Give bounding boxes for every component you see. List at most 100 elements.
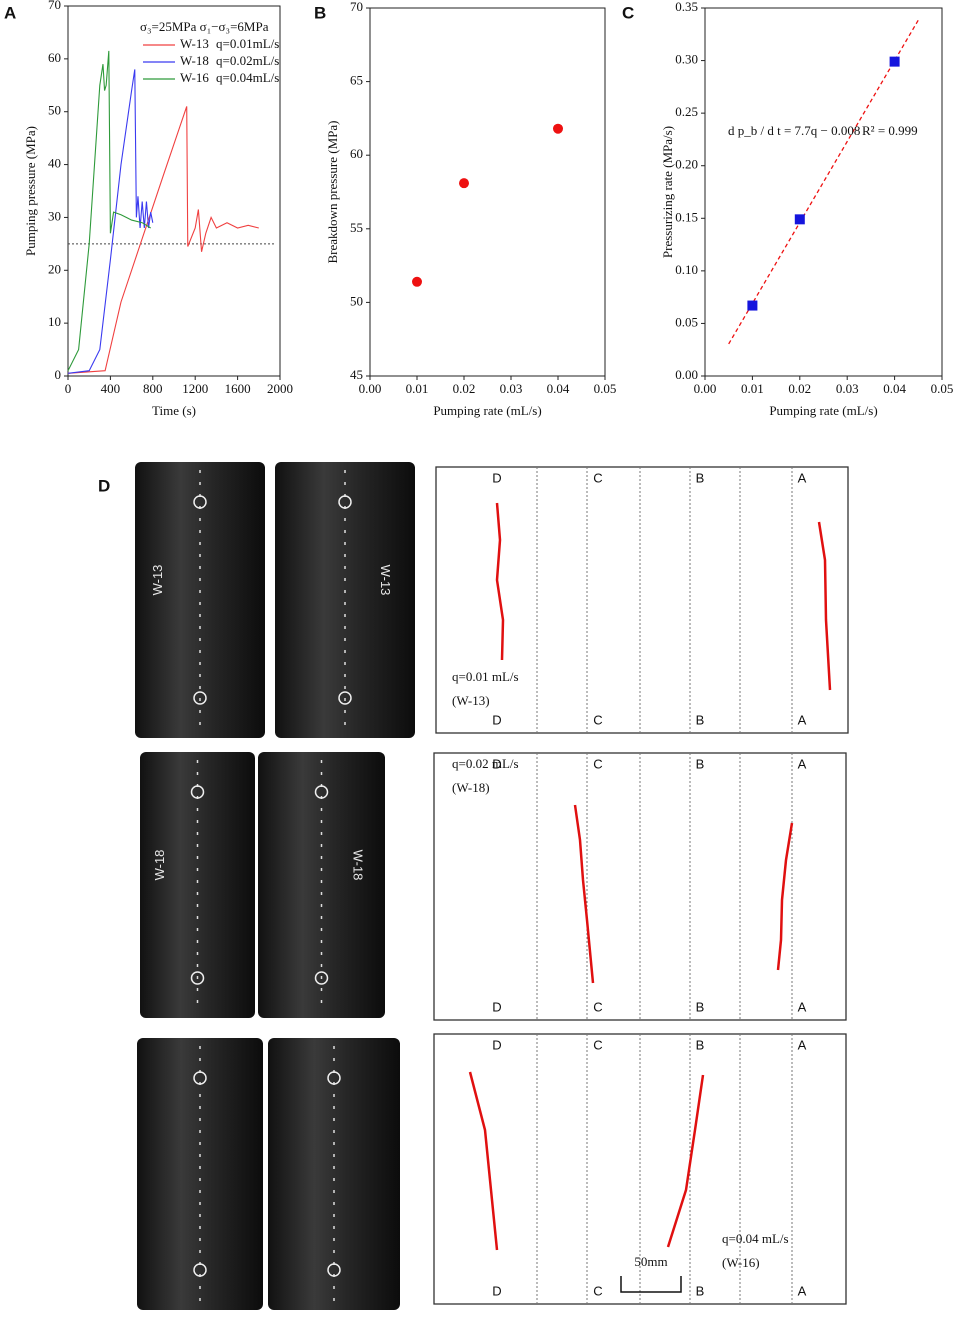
line-series [67, 106, 259, 374]
r-squared: R² = 0.999 [862, 123, 918, 138]
x-axis-label: Pumping rate (mL/s) [769, 403, 877, 418]
x-tick-label: 0.01 [741, 381, 764, 396]
side-label: A [798, 712, 807, 727]
panel-label: B [314, 3, 326, 22]
y-tick-label: 0.35 [675, 0, 698, 14]
y-axis-label: Pumping pressure (MPa) [23, 126, 38, 256]
photo-marking [193, 495, 207, 509]
fracture [666, 1074, 705, 1248]
side-label: D [492, 999, 501, 1014]
sample-label: (W-16) [722, 1255, 760, 1270]
x-axis-label: Time (s) [152, 403, 196, 418]
rate-label: q=0.02 mL/s [452, 756, 519, 771]
rate-label: q=0.01 mL/s [452, 669, 519, 684]
line-series [67, 69, 154, 374]
x-tick-label: 0.04 [547, 381, 570, 396]
y-tick-label: 50 [350, 293, 363, 308]
sample-photo [275, 462, 415, 738]
x-tick-label: 0.01 [406, 381, 429, 396]
y-tick-label: 50 [48, 103, 61, 118]
x-tick-label: 1200 [182, 381, 208, 396]
side-label: C [593, 999, 602, 1014]
side-label: A [798, 999, 807, 1014]
sample-label: (W-13) [452, 693, 490, 708]
x-tick-label: 0.03 [836, 381, 859, 396]
y-tick-label: 60 [48, 50, 61, 65]
photo-marking [190, 785, 205, 799]
photo-label: W-13 [150, 565, 165, 596]
y-tick-label: 70 [350, 0, 363, 14]
x-tick-label: 0.02 [788, 381, 811, 396]
side-label: D [492, 1283, 501, 1298]
sample-label: (W-18) [452, 780, 490, 795]
rate-label: q=0.04 mL/s [722, 1231, 789, 1246]
photo-marking [314, 971, 329, 985]
scale-bar [620, 1276, 682, 1293]
photo-marking [327, 1263, 341, 1277]
y-tick-label: 45 [350, 367, 363, 382]
photo-marking [193, 691, 207, 705]
photo-marking [193, 1071, 207, 1085]
plot-frame [369, 7, 606, 377]
y-tick-label: 70 [48, 0, 61, 12]
side-label: C [593, 1037, 602, 1052]
x-tick-label: 0 [65, 381, 72, 396]
x-tick-label: 0.05 [931, 381, 954, 396]
x-tick-label: 2000 [267, 381, 293, 396]
fracture [817, 521, 832, 691]
point [412, 276, 422, 287]
unfold-frame [435, 466, 849, 734]
x-tick-label: 0.03 [500, 381, 523, 396]
side-label: A [798, 756, 807, 771]
photo-marking [193, 1263, 207, 1277]
point [553, 123, 563, 134]
x-axis-label: Pumping rate (mL/s) [433, 403, 541, 418]
side-label: B [696, 1283, 705, 1298]
fit-line [728, 19, 919, 345]
photo-marking [314, 785, 329, 799]
y-tick-label: 65 [350, 73, 363, 88]
side-label: B [696, 1037, 705, 1052]
fracture [776, 822, 794, 971]
y-tick-label: 20 [48, 261, 61, 276]
side-label: C [593, 756, 602, 771]
fracture [573, 804, 595, 984]
plot-frame [67, 5, 281, 377]
side-label: B [696, 470, 705, 485]
side-label: B [696, 999, 705, 1014]
y-tick-label: 55 [350, 220, 363, 235]
y-axis-label: Pressurizing rate (MPa/s) [660, 126, 675, 258]
y-tick-label: 40 [48, 156, 61, 171]
side-label: D [492, 712, 501, 727]
point [889, 56, 900, 67]
legend-title: σ₃=25MPa σ₁−σ₃=6MPa [140, 19, 269, 34]
legend-label: q=0.04mL/s [216, 70, 279, 85]
x-tick-label: 400 [101, 381, 121, 396]
side-label: D [492, 756, 501, 771]
side-label: C [593, 1283, 602, 1298]
x-tick-label: 0.04 [883, 381, 906, 396]
x-tick-label: 0.00 [694, 381, 717, 396]
sample-photo [140, 752, 255, 1018]
equation: d p_b / d t = 7.7q − 0.008 [728, 123, 860, 138]
y-tick-label: 0.25 [675, 104, 698, 119]
sample-photo [135, 462, 265, 738]
y-tick-label: 0.30 [675, 52, 698, 67]
side-label: D [492, 470, 501, 485]
fracture [495, 502, 505, 661]
x-tick-label: 0.05 [594, 381, 617, 396]
fracture [468, 1071, 499, 1251]
y-tick-label: 30 [48, 208, 61, 223]
sample-photo [258, 752, 385, 1018]
side-label: D [492, 1037, 501, 1052]
panel-label: C [622, 3, 634, 22]
legend-label: q=0.02mL/s [216, 53, 279, 68]
legend-label: W-13 [180, 36, 209, 51]
side-label: A [798, 470, 807, 485]
legend-label: W-18 [180, 53, 209, 68]
photo-label: W-18 [152, 850, 167, 881]
point [794, 214, 805, 225]
panel-label: D [98, 476, 110, 495]
scale-bar-label: 50mm [634, 1254, 667, 1269]
side-label: B [696, 756, 705, 771]
